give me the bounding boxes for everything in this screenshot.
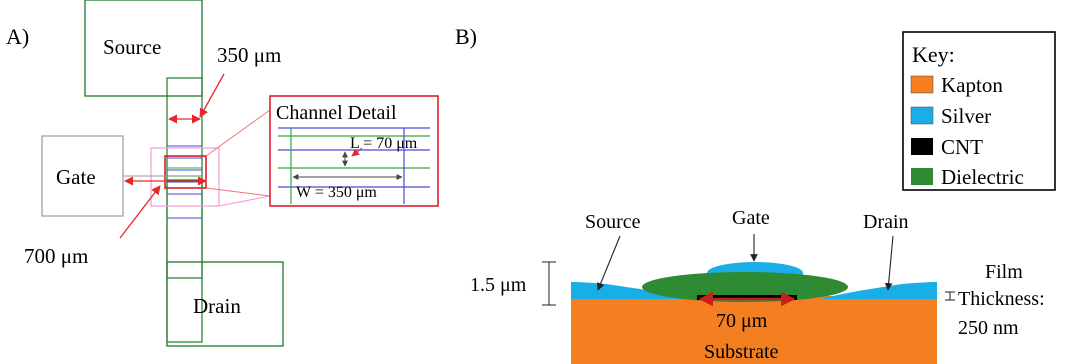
source-label: Source: [585, 211, 641, 233]
gate-label: Gate: [732, 207, 770, 229]
height-label: 1.5 μm: [470, 274, 527, 296]
gate-dimension-label: 700 μm: [24, 244, 88, 268]
substrate-label: Substrate: [704, 341, 779, 363]
key-swatch-cnt: [911, 138, 933, 155]
channel-lines: [167, 145, 202, 219]
panel-a-label: A): [6, 24, 29, 49]
key-label-silver: Silver: [941, 104, 991, 128]
channel-detail-frame: [269, 95, 439, 207]
detail-region: [164, 155, 207, 189]
key-title: Key:: [912, 42, 955, 67]
panel-b-label: B): [455, 24, 477, 49]
width-label: W = 350 μm: [296, 184, 377, 201]
drain-electrode: [822, 282, 937, 299]
channel-length-label: 70 μm: [716, 310, 768, 332]
key-label-cnt: CNT: [941, 135, 983, 159]
length-callout: [351, 147, 363, 157]
source-strip: [166, 77, 203, 279]
film-label-line3: 250 nm: [958, 317, 1019, 339]
channel-detail-title: Channel Detail: [276, 102, 397, 124]
length-label: L = 70 μm: [350, 135, 418, 152]
key-label-kapton: Kapton: [941, 73, 1003, 97]
source-pointer: [597, 235, 621, 291]
gate-callout-line: [119, 185, 161, 239]
key-label-dielectric: Dielectric: [941, 165, 1024, 189]
panel-a: A) Source Gate Drain: [6, 0, 439, 347]
channel-green-lines: [167, 167, 202, 177]
gate-pad-label: Gate: [56, 165, 96, 189]
panel-b: B) Key: Kapton Silver CNT Dielectric Sub…: [455, 24, 1056, 364]
drain-label: Drain: [863, 211, 909, 233]
film-bracket: [945, 291, 955, 301]
dielectric-layer: [642, 272, 848, 302]
zoom-line-top: [205, 109, 271, 157]
drain-pointer: [884, 235, 894, 291]
key-swatch-silver: [910, 106, 934, 125]
zoom-line-mid: [218, 195, 271, 207]
film-label-line1: Film: [985, 261, 1023, 283]
source-pad: [84, 0, 203, 97]
key-legend: Key: Kapton Silver CNT Dielectric: [902, 31, 1056, 191]
width-dimension-label: 350 μm: [217, 43, 281, 67]
source-pad-label: Source: [103, 35, 161, 59]
film-label-line2: Thickness:: [958, 288, 1045, 310]
width-callout-line: [199, 73, 225, 118]
key-swatch-kapton: [910, 75, 934, 94]
drain-pad-label: Drain: [193, 294, 241, 318]
drain-pad: [166, 261, 284, 347]
channel-detail: Channel Detail L = 70 μm W = 350 μm: [269, 95, 439, 207]
zoom-line-bottom: [205, 187, 271, 197]
substrate-layer: [571, 296, 937, 364]
height-bracket: [542, 261, 556, 306]
key-swatch-dielectric: [911, 168, 933, 185]
